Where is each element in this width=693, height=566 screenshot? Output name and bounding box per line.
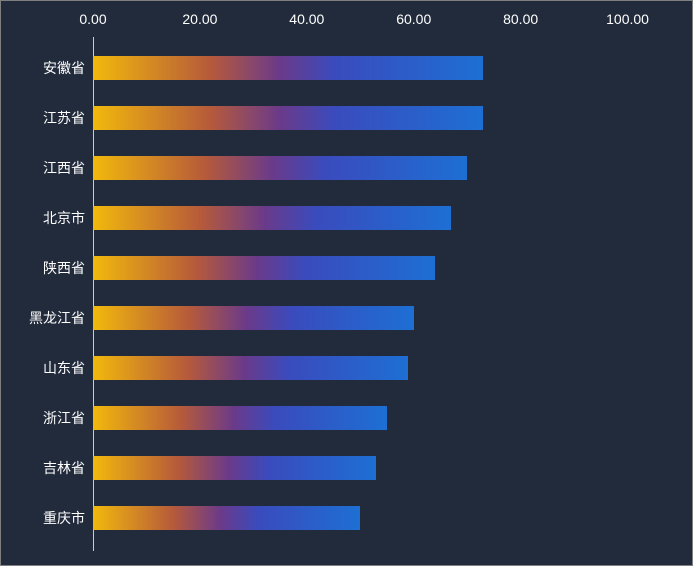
y-category-label: 浙江省 bbox=[43, 408, 93, 428]
bar bbox=[93, 156, 467, 180]
bar bbox=[93, 406, 387, 430]
bar-row: 北京市 bbox=[93, 206, 681, 230]
bar-row: 江西省 bbox=[93, 156, 681, 180]
bar-row: 安徽省 bbox=[93, 56, 681, 80]
y-category-label: 北京市 bbox=[43, 208, 93, 228]
bar bbox=[93, 106, 483, 130]
bar bbox=[93, 206, 451, 230]
bar-row: 陕西省 bbox=[93, 256, 681, 280]
x-tick-label: 20.00 bbox=[182, 11, 217, 27]
y-category-label: 重庆市 bbox=[43, 508, 93, 528]
bar-row: 吉林省 bbox=[93, 456, 681, 480]
bar bbox=[93, 306, 414, 330]
bar-row: 浙江省 bbox=[93, 406, 681, 430]
bar bbox=[93, 256, 435, 280]
bar bbox=[93, 56, 483, 80]
y-category-label: 山东省 bbox=[43, 358, 93, 378]
y-category-label: 江苏省 bbox=[43, 108, 93, 128]
y-category-label: 黑龙江省 bbox=[29, 308, 93, 328]
x-tick-label: 0.00 bbox=[79, 11, 106, 27]
bar-row: 山东省 bbox=[93, 356, 681, 380]
bar bbox=[93, 506, 360, 530]
x-tick-label: 100.00 bbox=[606, 11, 649, 27]
x-tick-label: 60.00 bbox=[396, 11, 431, 27]
bar bbox=[93, 456, 376, 480]
x-tick-label: 80.00 bbox=[503, 11, 538, 27]
x-tick-label: 40.00 bbox=[289, 11, 324, 27]
bar-row: 重庆市 bbox=[93, 506, 681, 530]
bar-chart: 0.00 20.00 40.00 60.00 80.00 100.00 安徽省江苏省江西省北… bbox=[0, 0, 693, 566]
y-category-label: 安徽省 bbox=[43, 58, 93, 78]
bar-row: 江苏省 bbox=[93, 106, 681, 130]
bar bbox=[93, 356, 408, 380]
plot-area: 安徽省江苏省江西省北京市陕西省黑龙江省山东省浙江省吉林省重庆市 bbox=[93, 37, 681, 551]
y-category-label: 吉林省 bbox=[43, 458, 93, 478]
bar-row: 黑龙江省 bbox=[93, 306, 681, 330]
y-category-label: 陕西省 bbox=[43, 258, 93, 278]
y-category-label: 江西省 bbox=[43, 158, 93, 178]
